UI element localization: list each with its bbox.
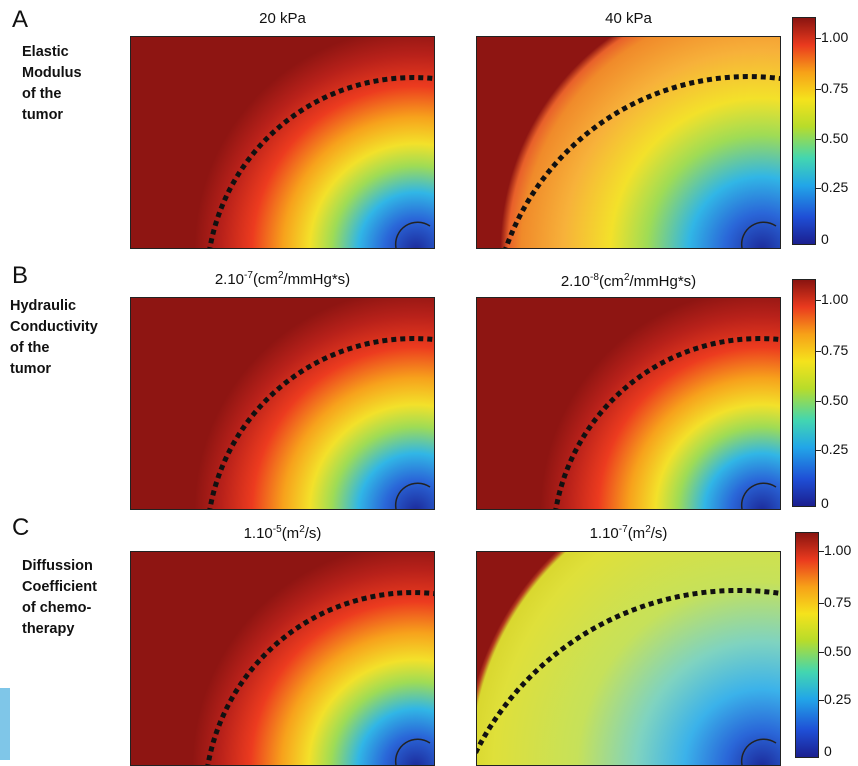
- panel-title-c1: 1.10-5(m2/s): [243, 524, 322, 542]
- row-label-line: Coefficient: [22, 579, 97, 595]
- heatmap-gradient: [477, 37, 780, 248]
- colorbar-tick: 0.50: [821, 392, 849, 408]
- colorbar-gradient: [795, 532, 819, 758]
- colorbar-a: 1.00 0.75 0.50 0.25 0: [792, 17, 858, 247]
- row-label-line: of chemo-: [22, 600, 92, 616]
- heatmap-gradient: [131, 37, 434, 248]
- row-label-line: Conductivity: [10, 319, 98, 335]
- colorbar-tick: 0.25: [821, 441, 849, 457]
- tumor-core-outline: [740, 221, 777, 248]
- tumor-boundary-dotted: [477, 587, 780, 756]
- heatmap-panel-a2: [476, 36, 781, 249]
- edge-accent-bar: [0, 688, 10, 760]
- heatmap-field: [477, 298, 780, 509]
- colorbar-tick: 0.25: [821, 179, 849, 195]
- tumor-core-outline: [740, 482, 777, 509]
- colorbar-tick: 0: [821, 231, 829, 247]
- row-letter-b: B: [12, 262, 29, 289]
- tumor-boundary-dotted: [207, 75, 434, 248]
- heatmap-gradient: [477, 552, 780, 765]
- heatmap-gradient: [131, 552, 434, 765]
- heatmap-field: [477, 37, 780, 248]
- tumor-core-outline: [394, 738, 431, 765]
- colorbar-tick: 1.00: [821, 29, 849, 45]
- row-label-line: of the: [22, 86, 62, 102]
- colorbar-tick: 0.75: [821, 80, 849, 96]
- heatmap-panel-b1: [130, 297, 435, 510]
- heatmap-field: [131, 552, 434, 765]
- panel-title-a1: 20 kPa: [259, 10, 306, 27]
- panel-title-b2: 2.10-8(cm2/mmHg*s): [560, 272, 697, 290]
- row-label-line: Diffussion: [22, 558, 93, 574]
- colorbar-gradient: [792, 279, 816, 507]
- colorbar-tick: 0: [824, 743, 832, 759]
- heatmap-gradient: [131, 298, 434, 509]
- row-letter-a: A: [12, 6, 29, 33]
- colorbar-tick: 1.00: [821, 291, 849, 307]
- tumor-boundary-dotted: [207, 336, 434, 509]
- colorbar-gradient: [792, 17, 816, 245]
- panel-title-c2: 1.10-7(m2/s): [589, 524, 668, 542]
- heatmap-field: [131, 298, 434, 509]
- colorbar-tick: 0.25: [824, 691, 852, 707]
- colorbar-tick: 0.75: [821, 342, 849, 358]
- row-label-b: Hydraulic Conductivity of the tumor: [10, 296, 135, 380]
- colorbar-tick: 0.50: [824, 643, 852, 659]
- tumor-core-outline: [394, 482, 431, 509]
- row-label-line: Hydraulic: [10, 298, 77, 314]
- heatmap-gradient: [477, 298, 780, 509]
- panel-title-a2: 40 kPa: [605, 10, 652, 27]
- row-label-line: Modulus: [22, 65, 82, 81]
- tumor-core-outline: [740, 738, 777, 765]
- heatmap-panel-c2: [476, 551, 781, 766]
- row-label-c: Diffussion Coefficient of chemo- therapy: [22, 556, 147, 640]
- row-label-line: tumor: [22, 107, 64, 123]
- row-label-line: Elastic: [22, 44, 69, 60]
- tumor-core-outline: [394, 221, 431, 248]
- row-label-line: therapy: [22, 621, 75, 637]
- heatmap-field: [131, 37, 434, 248]
- tumor-boundary-dotted: [553, 336, 780, 509]
- row-label-a: Elastic Modulus of the tumor: [22, 42, 147, 126]
- panel-title-b1: 2.10-7(cm2/mmHg*s): [214, 270, 351, 288]
- colorbar-tick: 0.50: [821, 130, 849, 146]
- row-label-line: of the: [10, 340, 50, 356]
- colorbar-b: 1.00 0.75 0.50 0.25 0: [792, 279, 858, 511]
- colorbar-c: 1.00 0.75 0.50 0.25 0: [795, 532, 858, 760]
- heatmap-panel-b2: [476, 297, 781, 510]
- row-letter-c: C: [12, 514, 30, 541]
- colorbar-tick: 0.75: [824, 594, 852, 610]
- heatmap-panel-a1: [130, 36, 435, 249]
- tumor-boundary-dotted: [205, 590, 434, 765]
- row-label-line: tumor: [10, 361, 52, 377]
- heatmap-panel-c1: [130, 551, 435, 766]
- heatmap-field: [477, 552, 780, 765]
- colorbar-tick: 1.00: [824, 542, 852, 558]
- colorbar-tick: 0: [821, 495, 829, 511]
